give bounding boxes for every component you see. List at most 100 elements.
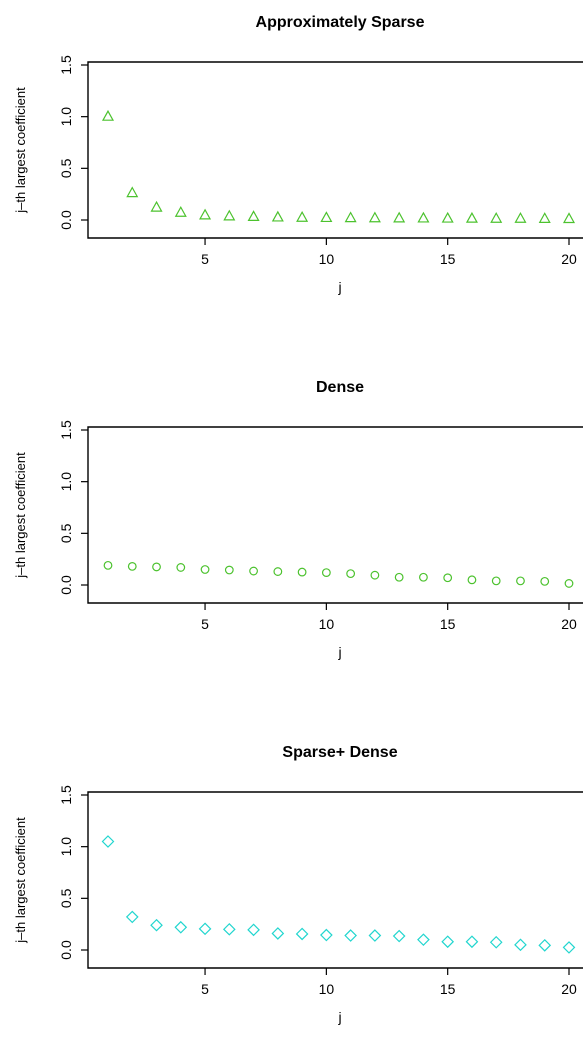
y-tick-label: 1.0 xyxy=(58,472,74,492)
y-tick-label: 0.0 xyxy=(58,210,74,230)
data-point xyxy=(346,569,356,579)
data-point xyxy=(271,927,285,940)
x-tick-label: 5 xyxy=(201,251,209,267)
data-point xyxy=(562,941,576,954)
y-tick-label: 1.5 xyxy=(58,420,74,440)
data-point xyxy=(392,929,406,943)
data-point xyxy=(152,562,161,572)
data-point xyxy=(321,568,331,577)
data-point xyxy=(514,938,527,952)
data-point xyxy=(174,206,187,217)
data-point xyxy=(222,922,236,936)
data-point xyxy=(150,200,163,212)
x-axis-label: j xyxy=(337,644,341,660)
data-point xyxy=(249,566,258,576)
data-point xyxy=(368,211,381,223)
data-point xyxy=(514,212,527,223)
chart-title: Approximately Sparse xyxy=(256,14,425,31)
data-point xyxy=(320,928,333,942)
x-tick-label: 20 xyxy=(561,251,577,267)
data-point xyxy=(273,567,283,576)
chart-panel-3: Sparse+ Dense 5 10 15 20 j 0.0 0.5 1.0 1.5 j–th la… xyxy=(13,744,583,1025)
y-axis-label: j–th largest coefficient xyxy=(13,87,28,214)
data-point xyxy=(297,567,307,577)
data-point xyxy=(441,211,454,223)
data-point xyxy=(101,835,115,848)
data-point xyxy=(465,211,478,223)
data-point xyxy=(295,927,309,941)
y-tick-label: 0.0 xyxy=(58,575,74,595)
x-tick-label: 15 xyxy=(440,251,456,267)
y-axis-label: j–th largest coefficient xyxy=(13,817,28,944)
chart-panel-1: Approximately Sparse 5 10 15 20 j 0.0 0.5 1.0 1.5… xyxy=(13,14,583,295)
data-point xyxy=(224,565,234,575)
data-point xyxy=(174,920,188,934)
x-tick-label: 15 xyxy=(440,616,456,632)
plot-frame xyxy=(87,61,583,239)
y-tick-label: 0.5 xyxy=(58,158,74,178)
chart-title: Sparse+ Dense xyxy=(282,744,397,761)
data-point xyxy=(150,918,163,932)
data-point xyxy=(368,929,382,942)
y-tick-label: 1.0 xyxy=(58,837,74,857)
plot-frame xyxy=(87,791,583,969)
data-point xyxy=(538,939,552,952)
data-point xyxy=(127,562,137,571)
data-point xyxy=(564,579,574,588)
chart-panel-2: Dense 5 10 15 20 j 0.0 0.5 1.0 1.5 j–th largest co… xyxy=(13,379,583,660)
data-point xyxy=(103,560,113,570)
data-point xyxy=(101,109,115,121)
y-tick-label: 1.0 xyxy=(58,107,74,127)
data-point xyxy=(393,211,406,223)
y-tick-label: 0.5 xyxy=(58,523,74,543)
x-tick-label: 5 xyxy=(201,981,209,997)
data-point xyxy=(320,211,333,223)
x-axis-label: j xyxy=(337,279,341,295)
y-tick-label: 1.5 xyxy=(58,55,74,75)
data-point xyxy=(490,212,503,223)
data-point xyxy=(417,933,430,947)
data-point xyxy=(247,210,260,221)
data-point xyxy=(394,572,404,582)
x-tick-label: 15 xyxy=(440,981,456,997)
data-point xyxy=(126,186,139,198)
chart-title: Dense xyxy=(316,379,364,396)
data-point xyxy=(516,576,525,586)
x-tick-label: 20 xyxy=(561,981,577,997)
data-point xyxy=(199,208,212,220)
data-point xyxy=(223,209,236,221)
data-point xyxy=(344,211,357,223)
data-point xyxy=(443,573,453,583)
x-tick-label: 10 xyxy=(319,981,335,997)
data-point xyxy=(465,935,479,949)
x-tick-label: 20 xyxy=(561,616,577,632)
data-point xyxy=(247,923,260,937)
data-point xyxy=(296,210,309,222)
x-axis-label: j xyxy=(337,1009,341,1025)
x-tick-label: 10 xyxy=(319,251,335,267)
y-tick-label: 0.5 xyxy=(58,888,74,908)
y-tick-label: 1.5 xyxy=(58,785,74,805)
y-tick-label: 0.0 xyxy=(58,940,74,960)
data-point xyxy=(370,570,380,580)
data-point xyxy=(344,929,357,942)
data-point xyxy=(489,935,503,949)
data-point xyxy=(467,575,477,585)
data-point xyxy=(200,565,210,574)
data-point xyxy=(417,211,430,223)
data-point xyxy=(271,210,284,222)
x-tick-label: 10 xyxy=(319,616,335,632)
data-point xyxy=(562,212,576,224)
plot-frame xyxy=(87,426,583,604)
data-point xyxy=(419,572,428,582)
data-point xyxy=(176,563,186,572)
data-point xyxy=(198,922,212,936)
data-point xyxy=(441,935,455,949)
y-axis-label: j–th largest coefficient xyxy=(13,452,28,579)
data-point xyxy=(540,576,550,586)
x-tick-label: 5 xyxy=(201,616,209,632)
data-point xyxy=(491,576,501,586)
data-point xyxy=(538,212,551,223)
data-point xyxy=(125,910,139,924)
